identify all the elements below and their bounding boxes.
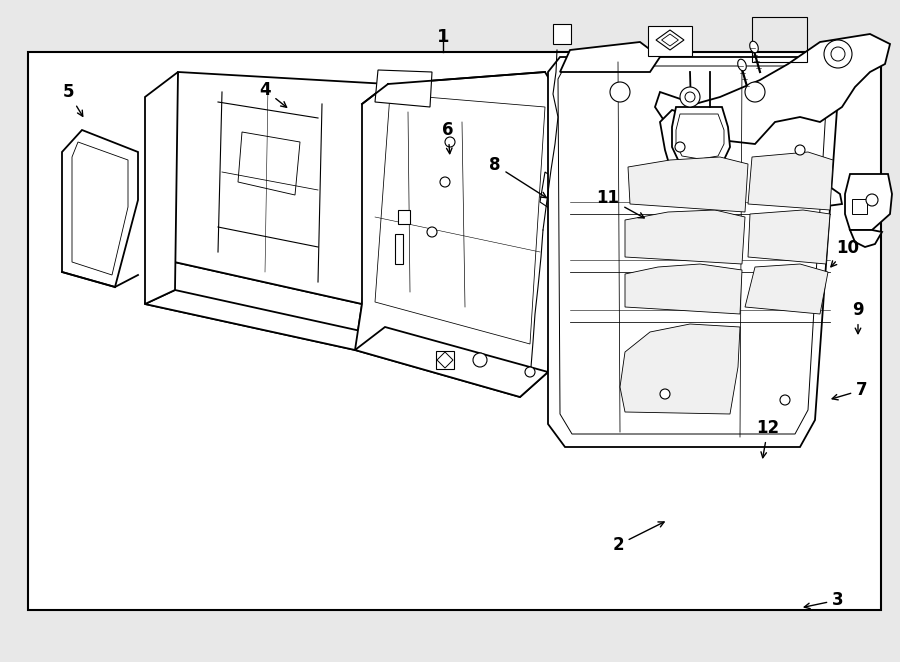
Polygon shape xyxy=(145,72,178,304)
Polygon shape xyxy=(375,94,545,344)
Polygon shape xyxy=(748,210,830,264)
Circle shape xyxy=(440,177,450,187)
Circle shape xyxy=(745,82,765,102)
Text: 3: 3 xyxy=(805,591,844,609)
Circle shape xyxy=(780,395,790,405)
Polygon shape xyxy=(845,174,892,230)
Bar xyxy=(553,24,571,44)
Polygon shape xyxy=(548,57,840,447)
Circle shape xyxy=(680,87,700,107)
Bar xyxy=(28,52,881,610)
Polygon shape xyxy=(560,42,660,72)
Text: 5: 5 xyxy=(62,83,83,117)
Text: 9: 9 xyxy=(852,301,864,334)
Text: 7: 7 xyxy=(832,381,868,400)
Polygon shape xyxy=(355,327,548,397)
Polygon shape xyxy=(660,110,698,174)
Text: 10: 10 xyxy=(831,239,860,267)
Text: 8: 8 xyxy=(490,156,546,198)
Ellipse shape xyxy=(750,41,759,53)
Bar xyxy=(752,17,807,62)
Text: 1: 1 xyxy=(436,28,449,46)
Text: 11: 11 xyxy=(597,189,644,218)
Text: 4: 4 xyxy=(259,81,286,107)
Polygon shape xyxy=(628,157,748,212)
Polygon shape xyxy=(152,72,388,304)
Polygon shape xyxy=(745,264,828,314)
Circle shape xyxy=(831,47,845,61)
Circle shape xyxy=(525,367,535,377)
Text: 12: 12 xyxy=(756,419,779,457)
Polygon shape xyxy=(540,172,560,212)
Bar xyxy=(395,234,403,264)
Circle shape xyxy=(685,92,695,102)
Polygon shape xyxy=(748,152,833,210)
Circle shape xyxy=(795,145,805,155)
Circle shape xyxy=(610,82,630,102)
Bar xyxy=(852,199,867,214)
Polygon shape xyxy=(145,290,388,350)
Polygon shape xyxy=(655,34,890,144)
Text: 2: 2 xyxy=(612,522,664,554)
Circle shape xyxy=(824,40,852,68)
Polygon shape xyxy=(672,107,730,167)
Polygon shape xyxy=(625,210,745,264)
Bar xyxy=(436,351,454,369)
Text: 6: 6 xyxy=(442,121,454,154)
Ellipse shape xyxy=(738,59,746,71)
Polygon shape xyxy=(145,257,362,350)
Polygon shape xyxy=(770,162,842,207)
Polygon shape xyxy=(850,230,882,247)
Polygon shape xyxy=(375,70,432,107)
Polygon shape xyxy=(62,130,138,287)
Polygon shape xyxy=(355,72,560,397)
Circle shape xyxy=(675,142,685,152)
Circle shape xyxy=(427,227,437,237)
Polygon shape xyxy=(625,264,742,314)
Circle shape xyxy=(473,353,487,367)
Polygon shape xyxy=(238,132,300,195)
Bar xyxy=(648,26,692,56)
Polygon shape xyxy=(620,324,740,414)
Circle shape xyxy=(445,137,455,147)
Bar xyxy=(398,210,410,224)
Circle shape xyxy=(660,389,670,399)
Circle shape xyxy=(866,194,878,206)
